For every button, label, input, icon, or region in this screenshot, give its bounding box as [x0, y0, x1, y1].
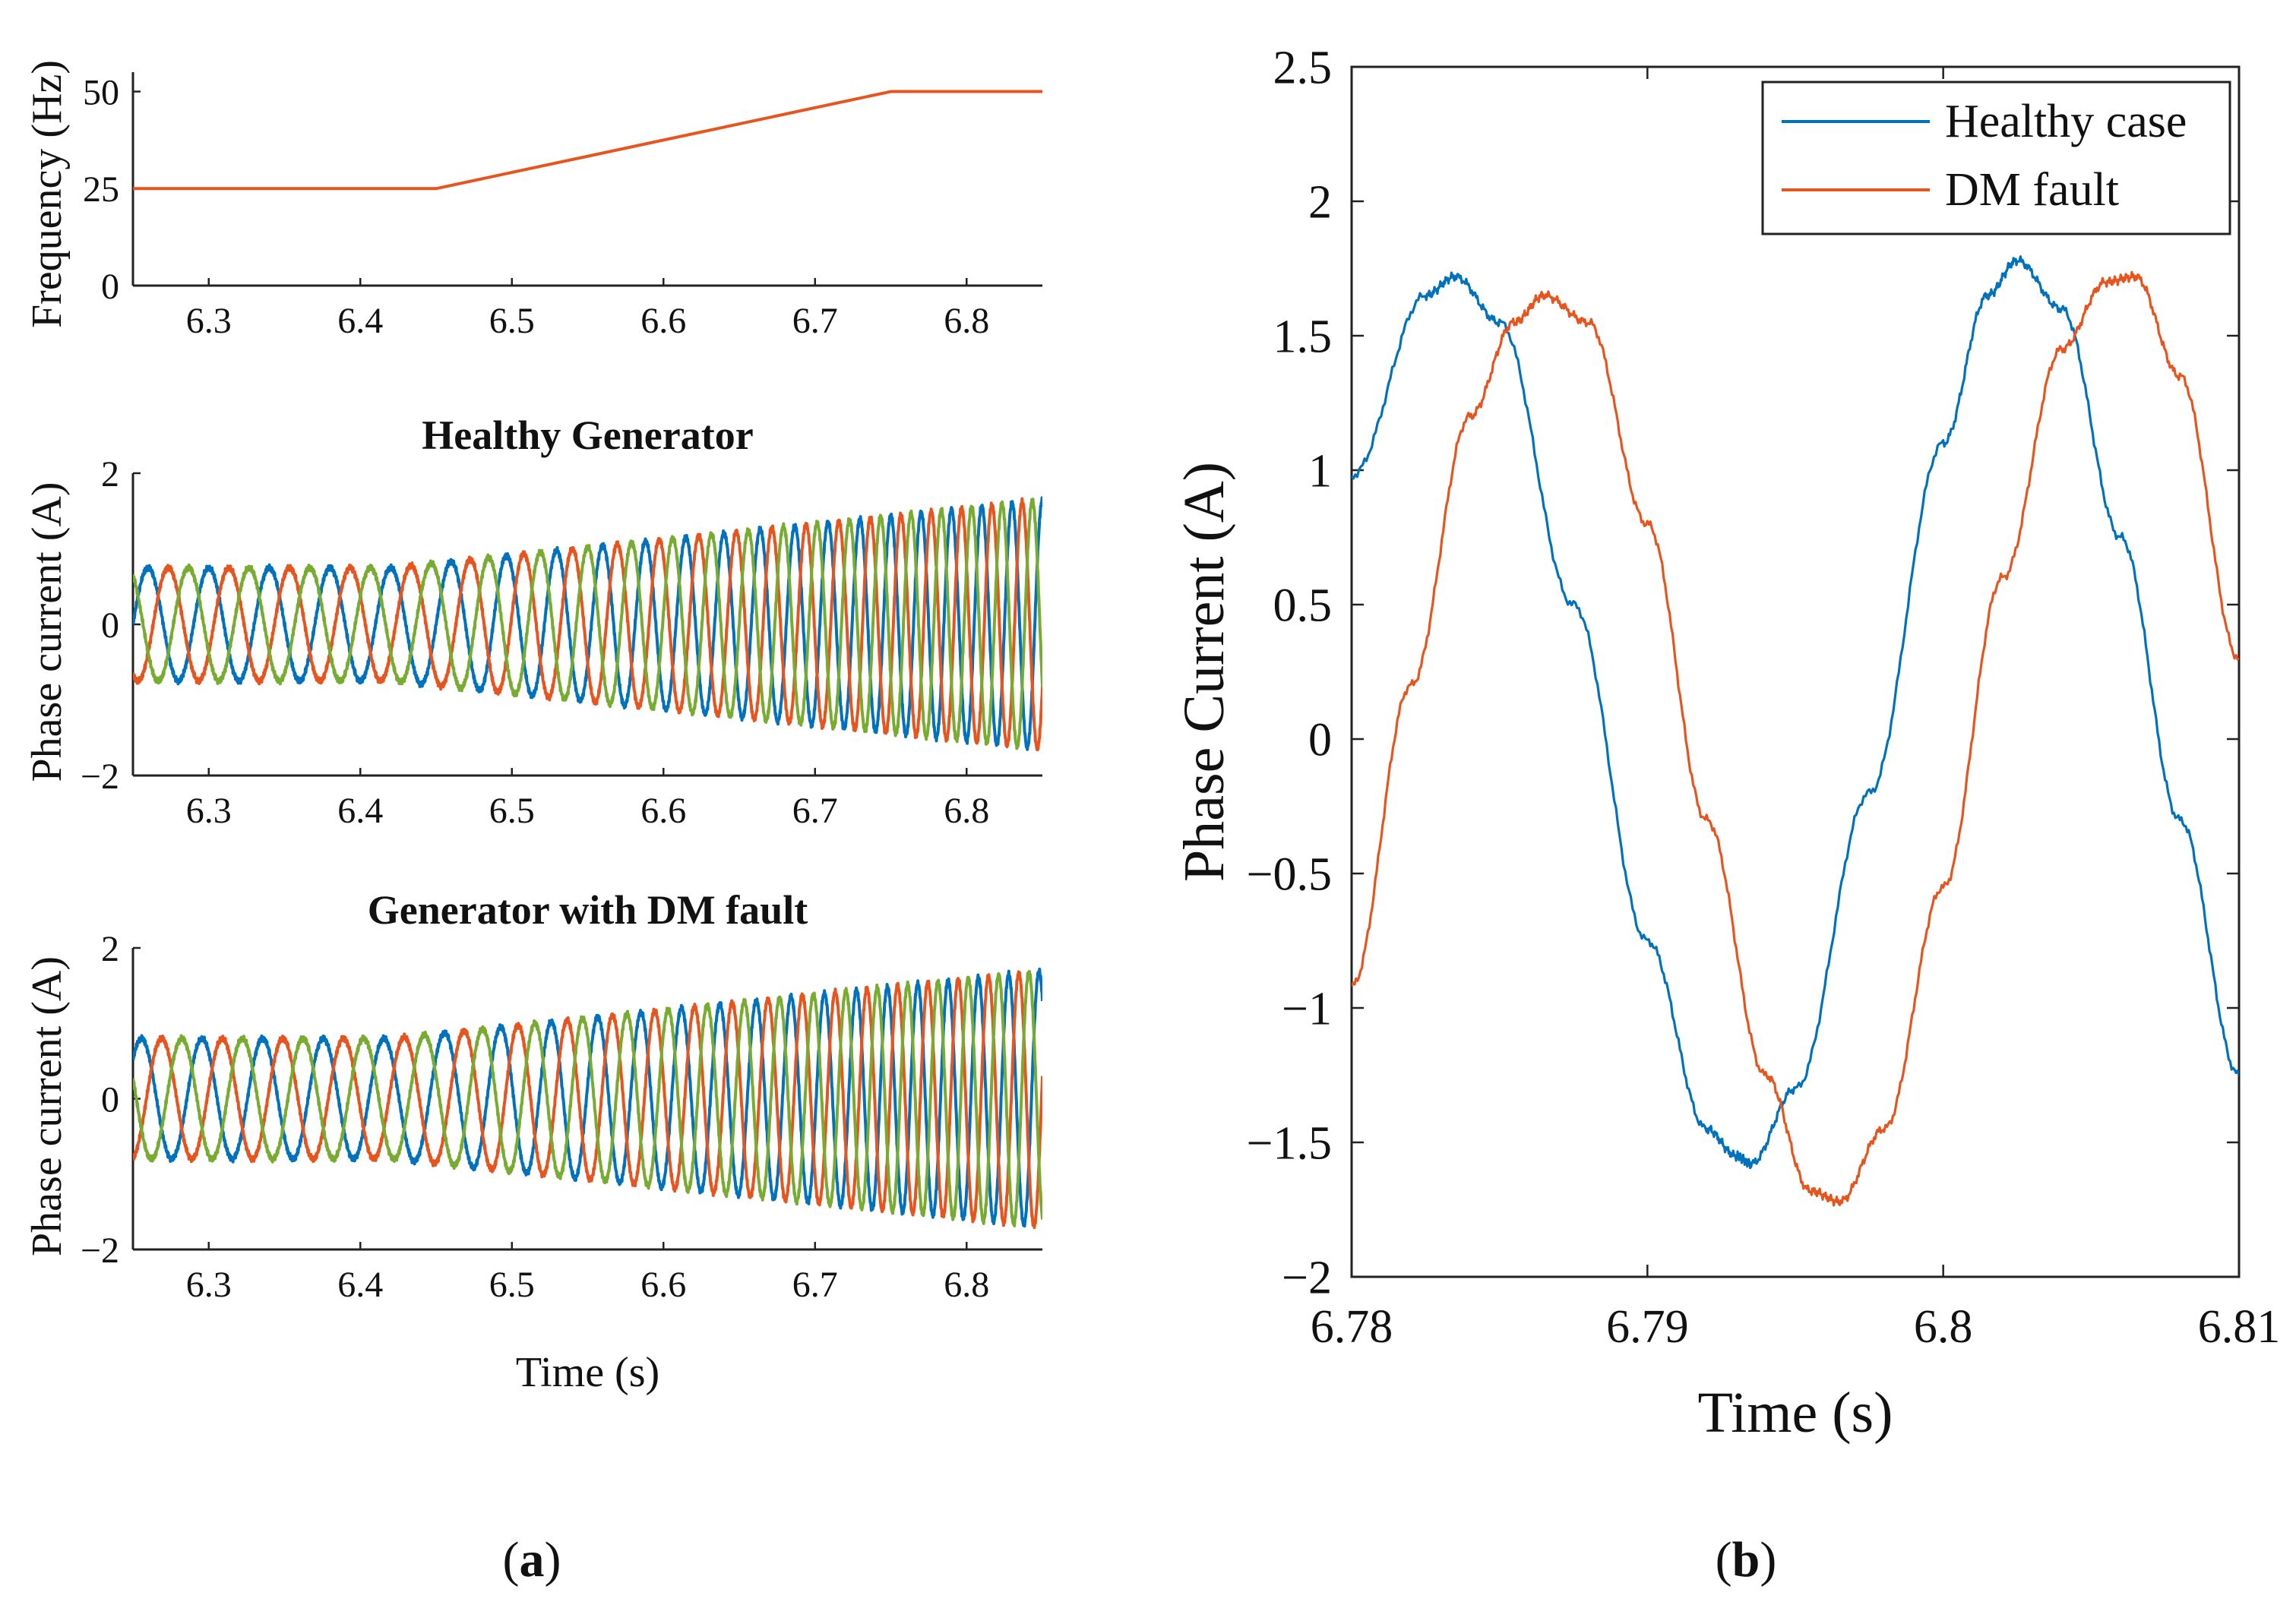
x-tick-label: 6.6 — [640, 1265, 686, 1305]
y-axis-label: Phase Current (A) — [1172, 462, 1236, 882]
x-tick-label: 6.8 — [944, 301, 989, 341]
series-line-phase-a — [133, 496, 1042, 751]
series-layer — [133, 496, 1042, 752]
x-tick-label: 6.8 — [944, 791, 989, 831]
plot-frame — [1350, 65, 2241, 1278]
y-tick-label: 0.5 — [1273, 580, 1333, 632]
y-tick-label: −1.5 — [1247, 1118, 1332, 1170]
panel-a-letter: a — [520, 1532, 545, 1587]
x-tick-label: 6.4 — [337, 301, 383, 341]
y-axis-label: Phase current (A) — [24, 482, 71, 782]
series-line-phase-c — [133, 970, 1042, 1227]
frequency-line — [133, 90, 1042, 191]
y-axis-label: Frequency (Hz) — [24, 60, 71, 328]
series-line-dm-fault — [1352, 270, 2239, 1207]
x-tick-label: 6.7 — [792, 1265, 838, 1305]
panel-b-label: (b) — [1716, 1532, 1777, 1587]
panel-b-letter: b — [1732, 1532, 1760, 1587]
y-tick-label: 50 — [83, 72, 119, 112]
y-tick-label: 1 — [1308, 446, 1332, 498]
chart-title: Healthy Generator — [422, 412, 753, 458]
legend-box — [1761, 81, 2231, 235]
x-tick-label: 6.8 — [944, 1265, 989, 1305]
series-layer — [133, 967, 1042, 1230]
series-line-phase-b — [133, 970, 1042, 1230]
y-tick-label: −2 — [1282, 1253, 1332, 1304]
y-tick-label: −2 — [81, 1230, 119, 1271]
x-tick-label: 6.5 — [489, 301, 535, 341]
panel-b-phase-current-plot: 6.78 6.79 6.8 6.81 −2 −1.5 −1 −0.5 0 0.5 1 1.5 2 2.5 P… — [1172, 43, 2280, 1445]
x-axis-label: Time (s) — [516, 1349, 659, 1396]
x-tick-label: 6.3 — [186, 301, 232, 341]
panel-a-dm-fault-plot: 6.3 6.4 6.5 6.6 6.7 6.8 −2 0 2 Phase current (A) T… — [24, 887, 1042, 1396]
x-tick-label: 6.6 — [640, 301, 686, 341]
y-tick-label: −2 — [81, 757, 119, 797]
x-axis-label: Time (s) — [1698, 1381, 1893, 1445]
x-tick-label: 6.4 — [337, 791, 383, 831]
y-tick-label: 2.5 — [1273, 43, 1333, 94]
x-tick-label: 6.8 — [1914, 1301, 1973, 1353]
legend-entry-label: Healthy case — [1945, 96, 2187, 147]
x-tick-label: 6.3 — [186, 791, 232, 831]
y-tick-label: 0 — [101, 605, 119, 646]
series-line-phase-a — [133, 967, 1042, 1228]
x-tick-label: 6.6 — [640, 791, 686, 831]
x-tick-label: 6.79 — [1606, 1301, 1689, 1353]
series-line-phase-b — [133, 497, 1042, 752]
y-tick-label: 2 — [101, 454, 119, 494]
series-line-phase-c — [133, 498, 1042, 750]
panel-a-label: (a) — [503, 1532, 561, 1587]
x-tick-label: 6.5 — [489, 791, 535, 831]
x-tick-label: 6.78 — [1311, 1301, 1393, 1353]
x-tick-label: 6.3 — [186, 1265, 232, 1305]
y-tick-label: 1.5 — [1273, 311, 1333, 363]
x-tick-label: 6.5 — [489, 1265, 535, 1305]
series-line-healthy-case — [1352, 255, 2239, 1170]
y-tick-label: −1 — [1282, 984, 1332, 1035]
y-tick-label: 2 — [1308, 177, 1332, 229]
panel-a-healthy-generator-plot: 6.3 6.4 6.5 6.6 6.7 6.8 −2 0 2 Phase current (A) H… — [24, 412, 1042, 831]
y-tick-label: 0 — [101, 1079, 119, 1120]
y-tick-label: 0 — [101, 267, 119, 307]
series-layer — [1352, 255, 2239, 1207]
panel-a-frequency-plot: 6.3 6.4 6.5 6.6 6.7 6.8 0 25 50 Frequency (Hz) — [24, 60, 1042, 341]
chart-title: Generator with DM fault — [368, 887, 808, 933]
x-tick-label: 6.81 — [2198, 1301, 2281, 1353]
legend: Healthy case DM fault — [1761, 81, 2231, 235]
y-tick-label: −0.5 — [1247, 849, 1332, 901]
y-tick-label: 2 — [101, 929, 119, 969]
y-tick-label: 25 — [83, 169, 119, 210]
x-tick-label: 6.4 — [337, 1265, 383, 1305]
x-tick-label: 6.7 — [792, 791, 838, 831]
y-axis-label: Phase current (A) — [24, 956, 71, 1256]
legend-entry-label: DM fault — [1945, 164, 2119, 216]
x-tick-label: 6.7 — [792, 301, 838, 341]
y-tick-label: 0 — [1308, 715, 1332, 766]
